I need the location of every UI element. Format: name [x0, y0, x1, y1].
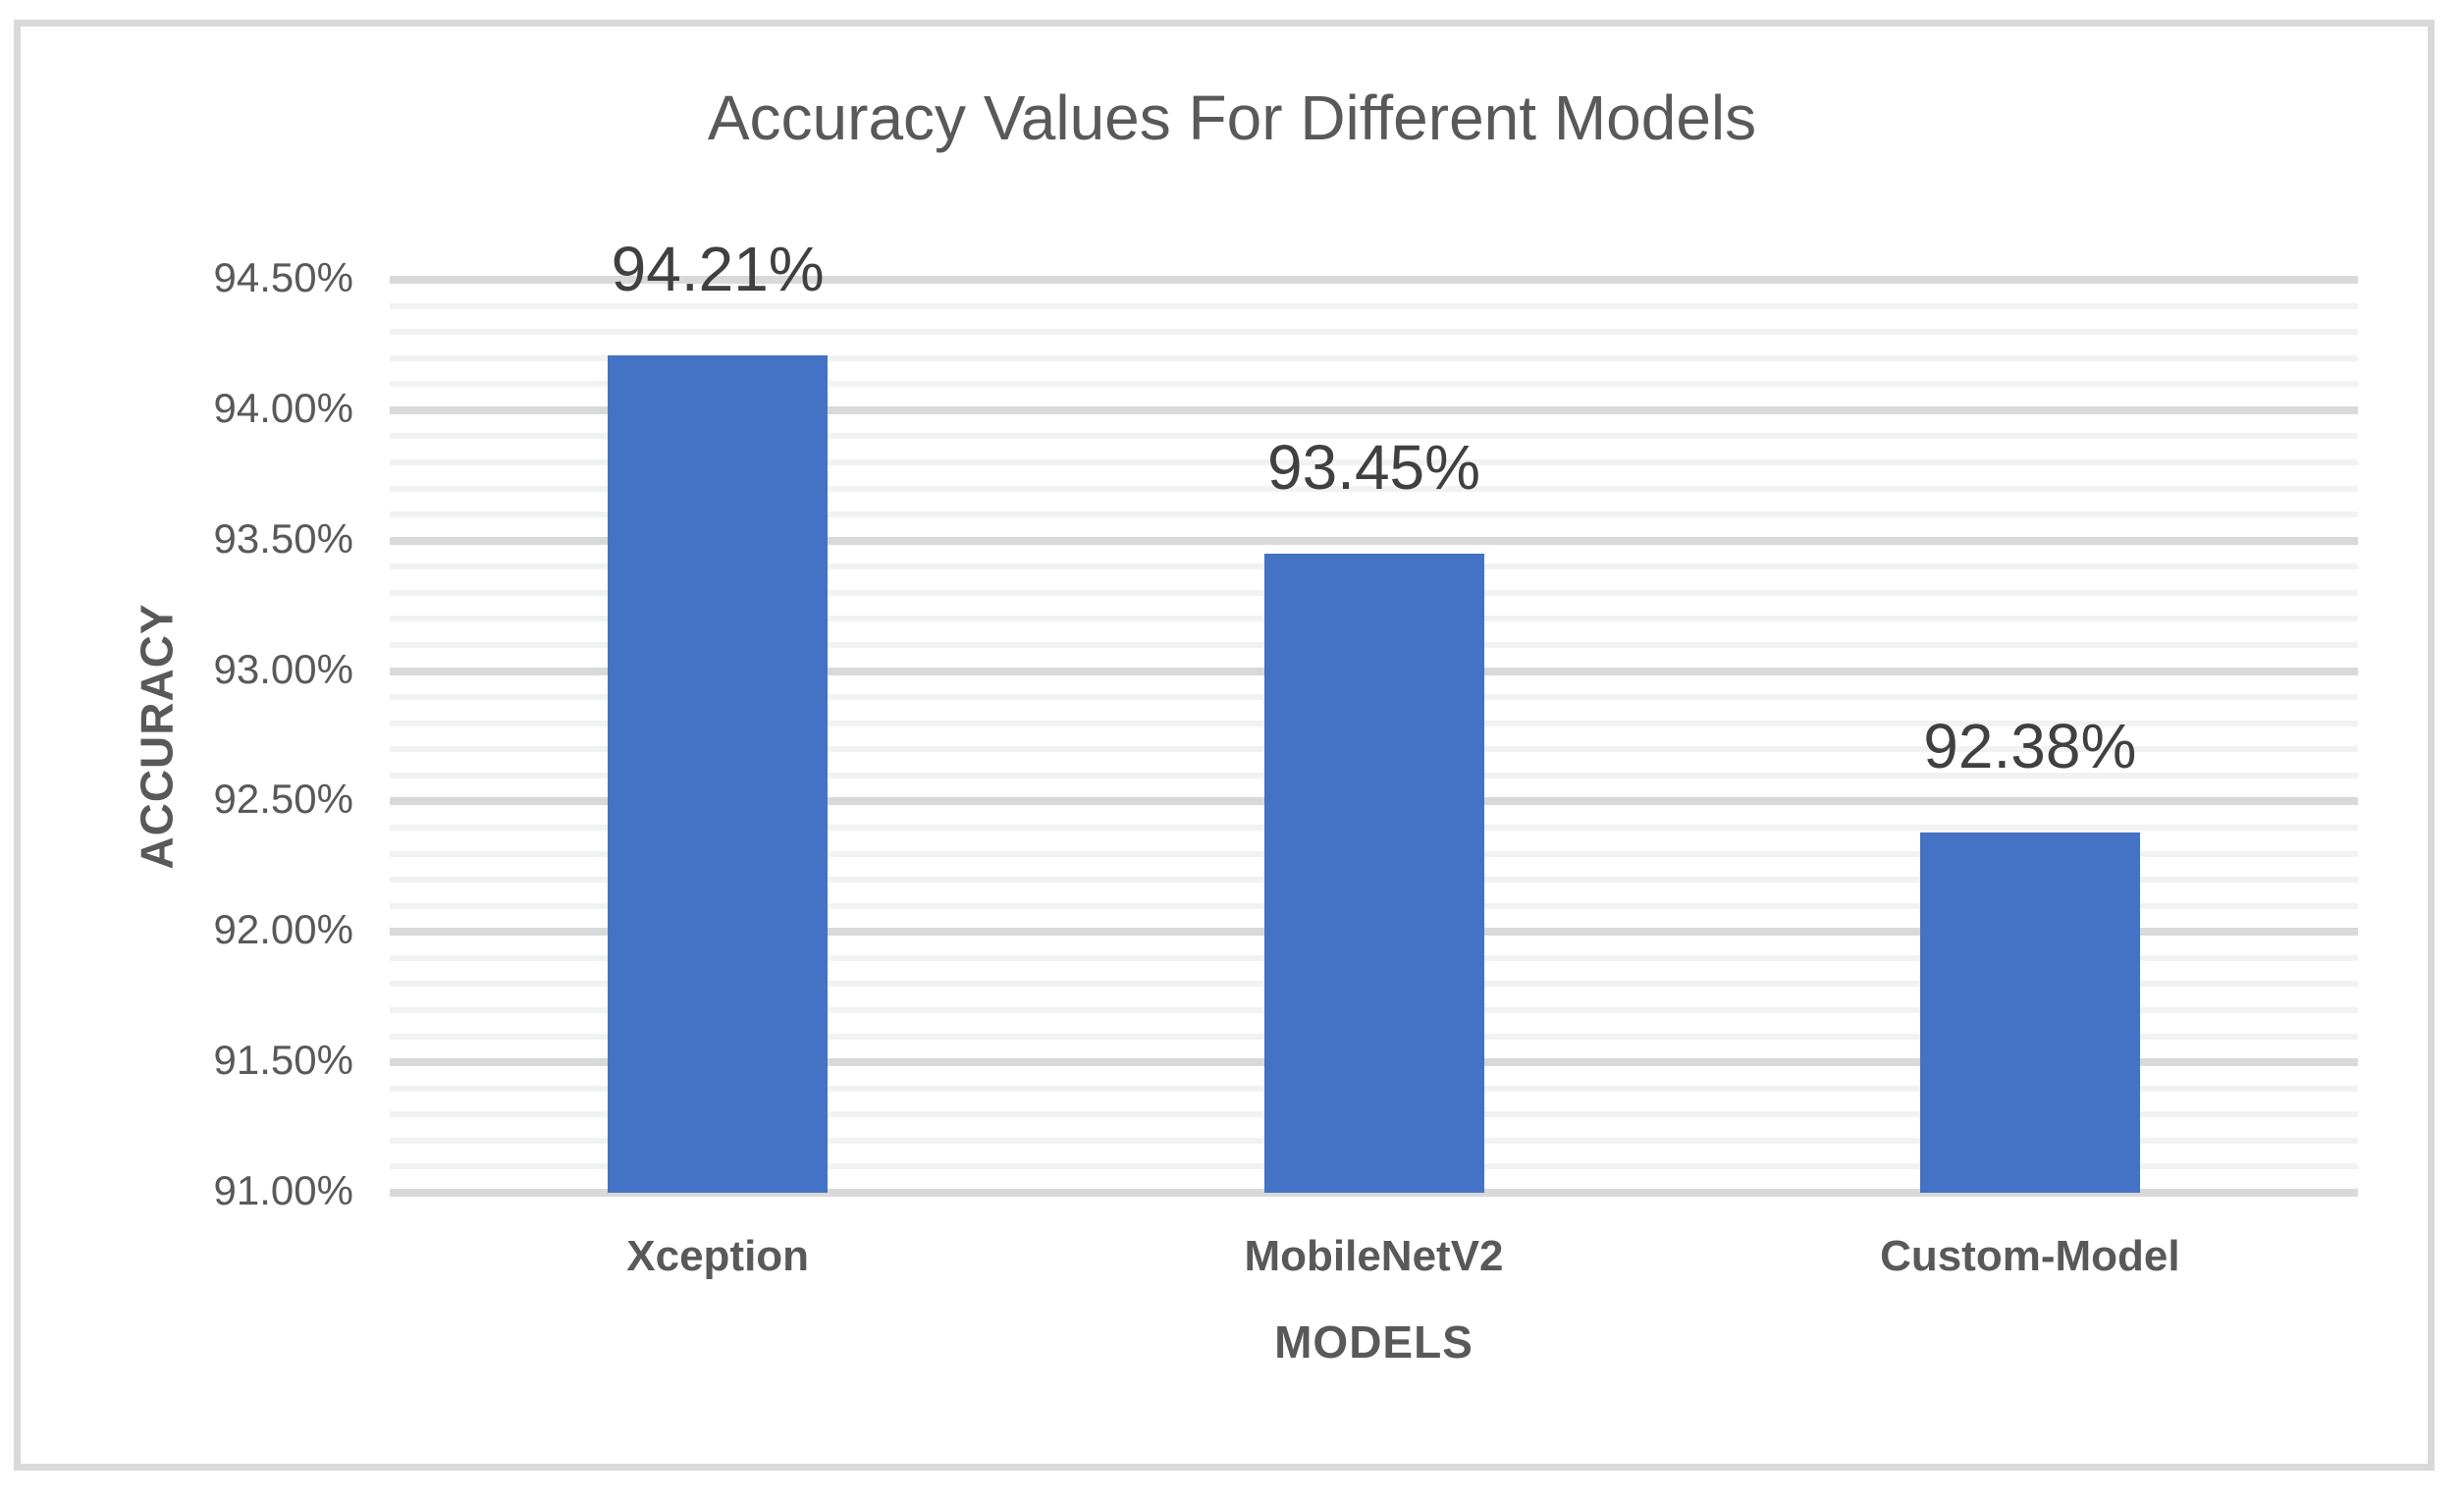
bar — [1919, 832, 2140, 1193]
y-tick-label: 91.00% — [213, 1167, 353, 1213]
x-category-label: MobileNetV2 — [1244, 1232, 1504, 1280]
y-gridline-minor — [390, 354, 2358, 361]
y-gridline-minor — [390, 511, 2358, 518]
y-tick-label: 91.50% — [213, 1037, 353, 1084]
chart-frame — [14, 20, 2435, 1471]
bar-value-label: 93.45% — [1266, 432, 1481, 503]
bar-value-label: 94.21% — [611, 234, 825, 305]
y-tick-label: 94.00% — [213, 384, 353, 431]
bar — [1263, 554, 1484, 1193]
chart-title: Accuracy Values For Different Models — [707, 82, 1757, 153]
y-tick-label: 92.00% — [213, 906, 353, 953]
x-axis-title: MODELS — [1274, 1316, 1473, 1368]
x-category-label: Custom-Model — [1880, 1232, 2180, 1280]
y-gridline-minor — [390, 381, 2358, 388]
bar — [608, 355, 829, 1193]
y-gridline-minor — [390, 459, 2358, 465]
plot-area: 94.21% Xception 93.45% MobileNetV2 92.38% Cus… — [390, 238, 2358, 1278]
y-axis-title: ACCURACY — [132, 603, 184, 870]
y-gridline-major — [390, 276, 2358, 284]
y-tick-label: 94.50% — [213, 254, 353, 300]
bar-value-label: 92.38% — [1923, 711, 2137, 782]
y-gridline-major — [390, 1189, 2358, 1197]
y-tick-label: 93.50% — [213, 514, 353, 562]
y-tick-label: 93.00% — [213, 645, 353, 692]
y-gridline-major — [390, 405, 2358, 414]
y-gridline-minor — [390, 329, 2358, 336]
y-tick-label: 92.50% — [213, 776, 353, 823]
y-gridline-minor — [390, 433, 2358, 440]
y-gridline-major — [390, 536, 2358, 545]
y-gridline-minor — [390, 302, 2358, 309]
x-category-label: Xception — [626, 1232, 810, 1280]
y-gridline-minor — [390, 485, 2358, 492]
